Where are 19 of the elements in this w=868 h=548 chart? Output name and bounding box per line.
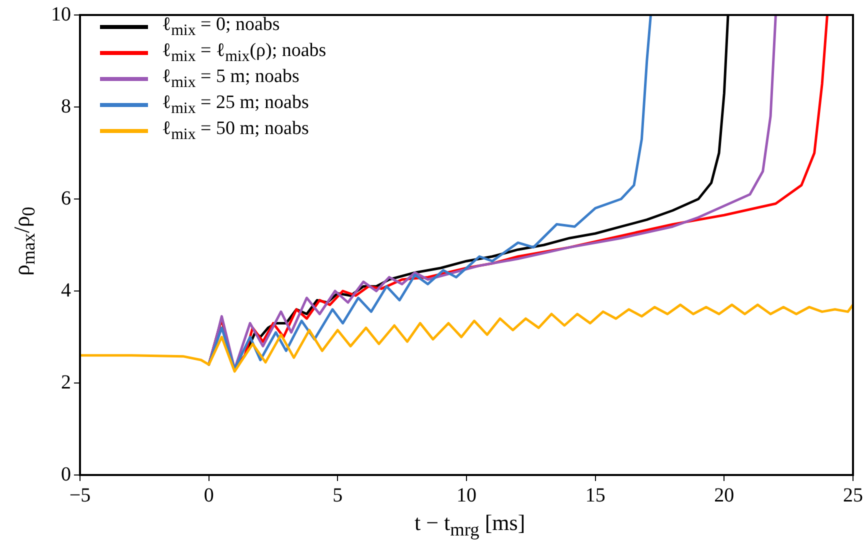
legend-label: ℓ$_{mix}$ = 25 m; noabs [162,92,309,118]
y-tick-label: 4 [61,279,71,302]
x-tick-label: 20 [714,484,734,506]
y-tick-label: 2 [61,371,71,394]
x-tick-label: 15 [585,484,606,506]
y-tick-label: 10 [51,3,71,26]
x-axis-title: t − t$_{mrg}$ [ms] [414,510,526,540]
y-tick-label: 6 [61,187,71,210]
x-tick-label: −5 [69,484,91,506]
x-tick-label: 0 [204,484,214,506]
legend-label: ℓ$_{mix}$ = ℓ$_{mix}$(ρ); noabs [162,40,326,66]
x-tick-label: 10 [456,484,476,506]
x-tick-label: 25 [843,484,863,506]
x-tick-label: 5 [332,484,343,506]
legend-label: ℓ$_{mix}$ = 5 m; noabs [162,66,300,92]
y-tick-label: 0 [61,463,71,486]
y-tick-label: 8 [61,95,71,118]
legend-label: ℓ$_{mix}$ = 50 m; noabs [162,118,309,144]
legend-label: ℓ$_{mix}$ = 0; noabs [162,14,280,40]
